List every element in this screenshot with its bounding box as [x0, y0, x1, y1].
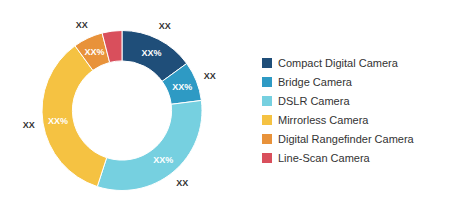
legend: Compact Digital Camera Bridge Camera DSLR …	[262, 57, 415, 164]
legend-label: DSLR Camera	[278, 95, 350, 107]
slices	[42, 31, 202, 191]
legend-label: Bridge Camera	[278, 76, 353, 88]
data-label: XX%	[48, 116, 68, 126]
legend-swatch	[262, 153, 272, 163]
data-label: XX%	[153, 155, 173, 165]
annotation: XX	[204, 71, 216, 81]
data-label: XX%	[84, 47, 104, 57]
legend-swatch	[262, 115, 272, 125]
annotation: XX	[23, 120, 35, 130]
data-label: XX%	[141, 48, 161, 58]
legend-label: Compact Digital Camera	[278, 57, 399, 69]
legend-swatch	[262, 77, 272, 87]
slice	[162, 63, 201, 104]
legend-swatch	[262, 58, 272, 68]
data-label: XX%	[172, 82, 192, 92]
legend-swatch	[262, 134, 272, 144]
slice	[97, 100, 202, 190]
labels: XX% XX XX% XX XX% XX XX% XX XX% XX	[23, 20, 216, 188]
slice	[102, 31, 122, 63]
legend-label: Line-Scan Camera	[278, 152, 371, 164]
legend-label: Digital Rangefinder Camera	[278, 133, 415, 145]
legend-swatch	[262, 96, 272, 106]
annotation: XX	[176, 178, 188, 188]
annotation: XX	[159, 21, 171, 31]
annotation: XX	[76, 20, 88, 30]
chart: XX% XX XX% XX XX% XX XX% XX XX% XX Compact Digital…	[0, 0, 474, 221]
legend-label: Mirrorless Camera	[278, 114, 369, 126]
